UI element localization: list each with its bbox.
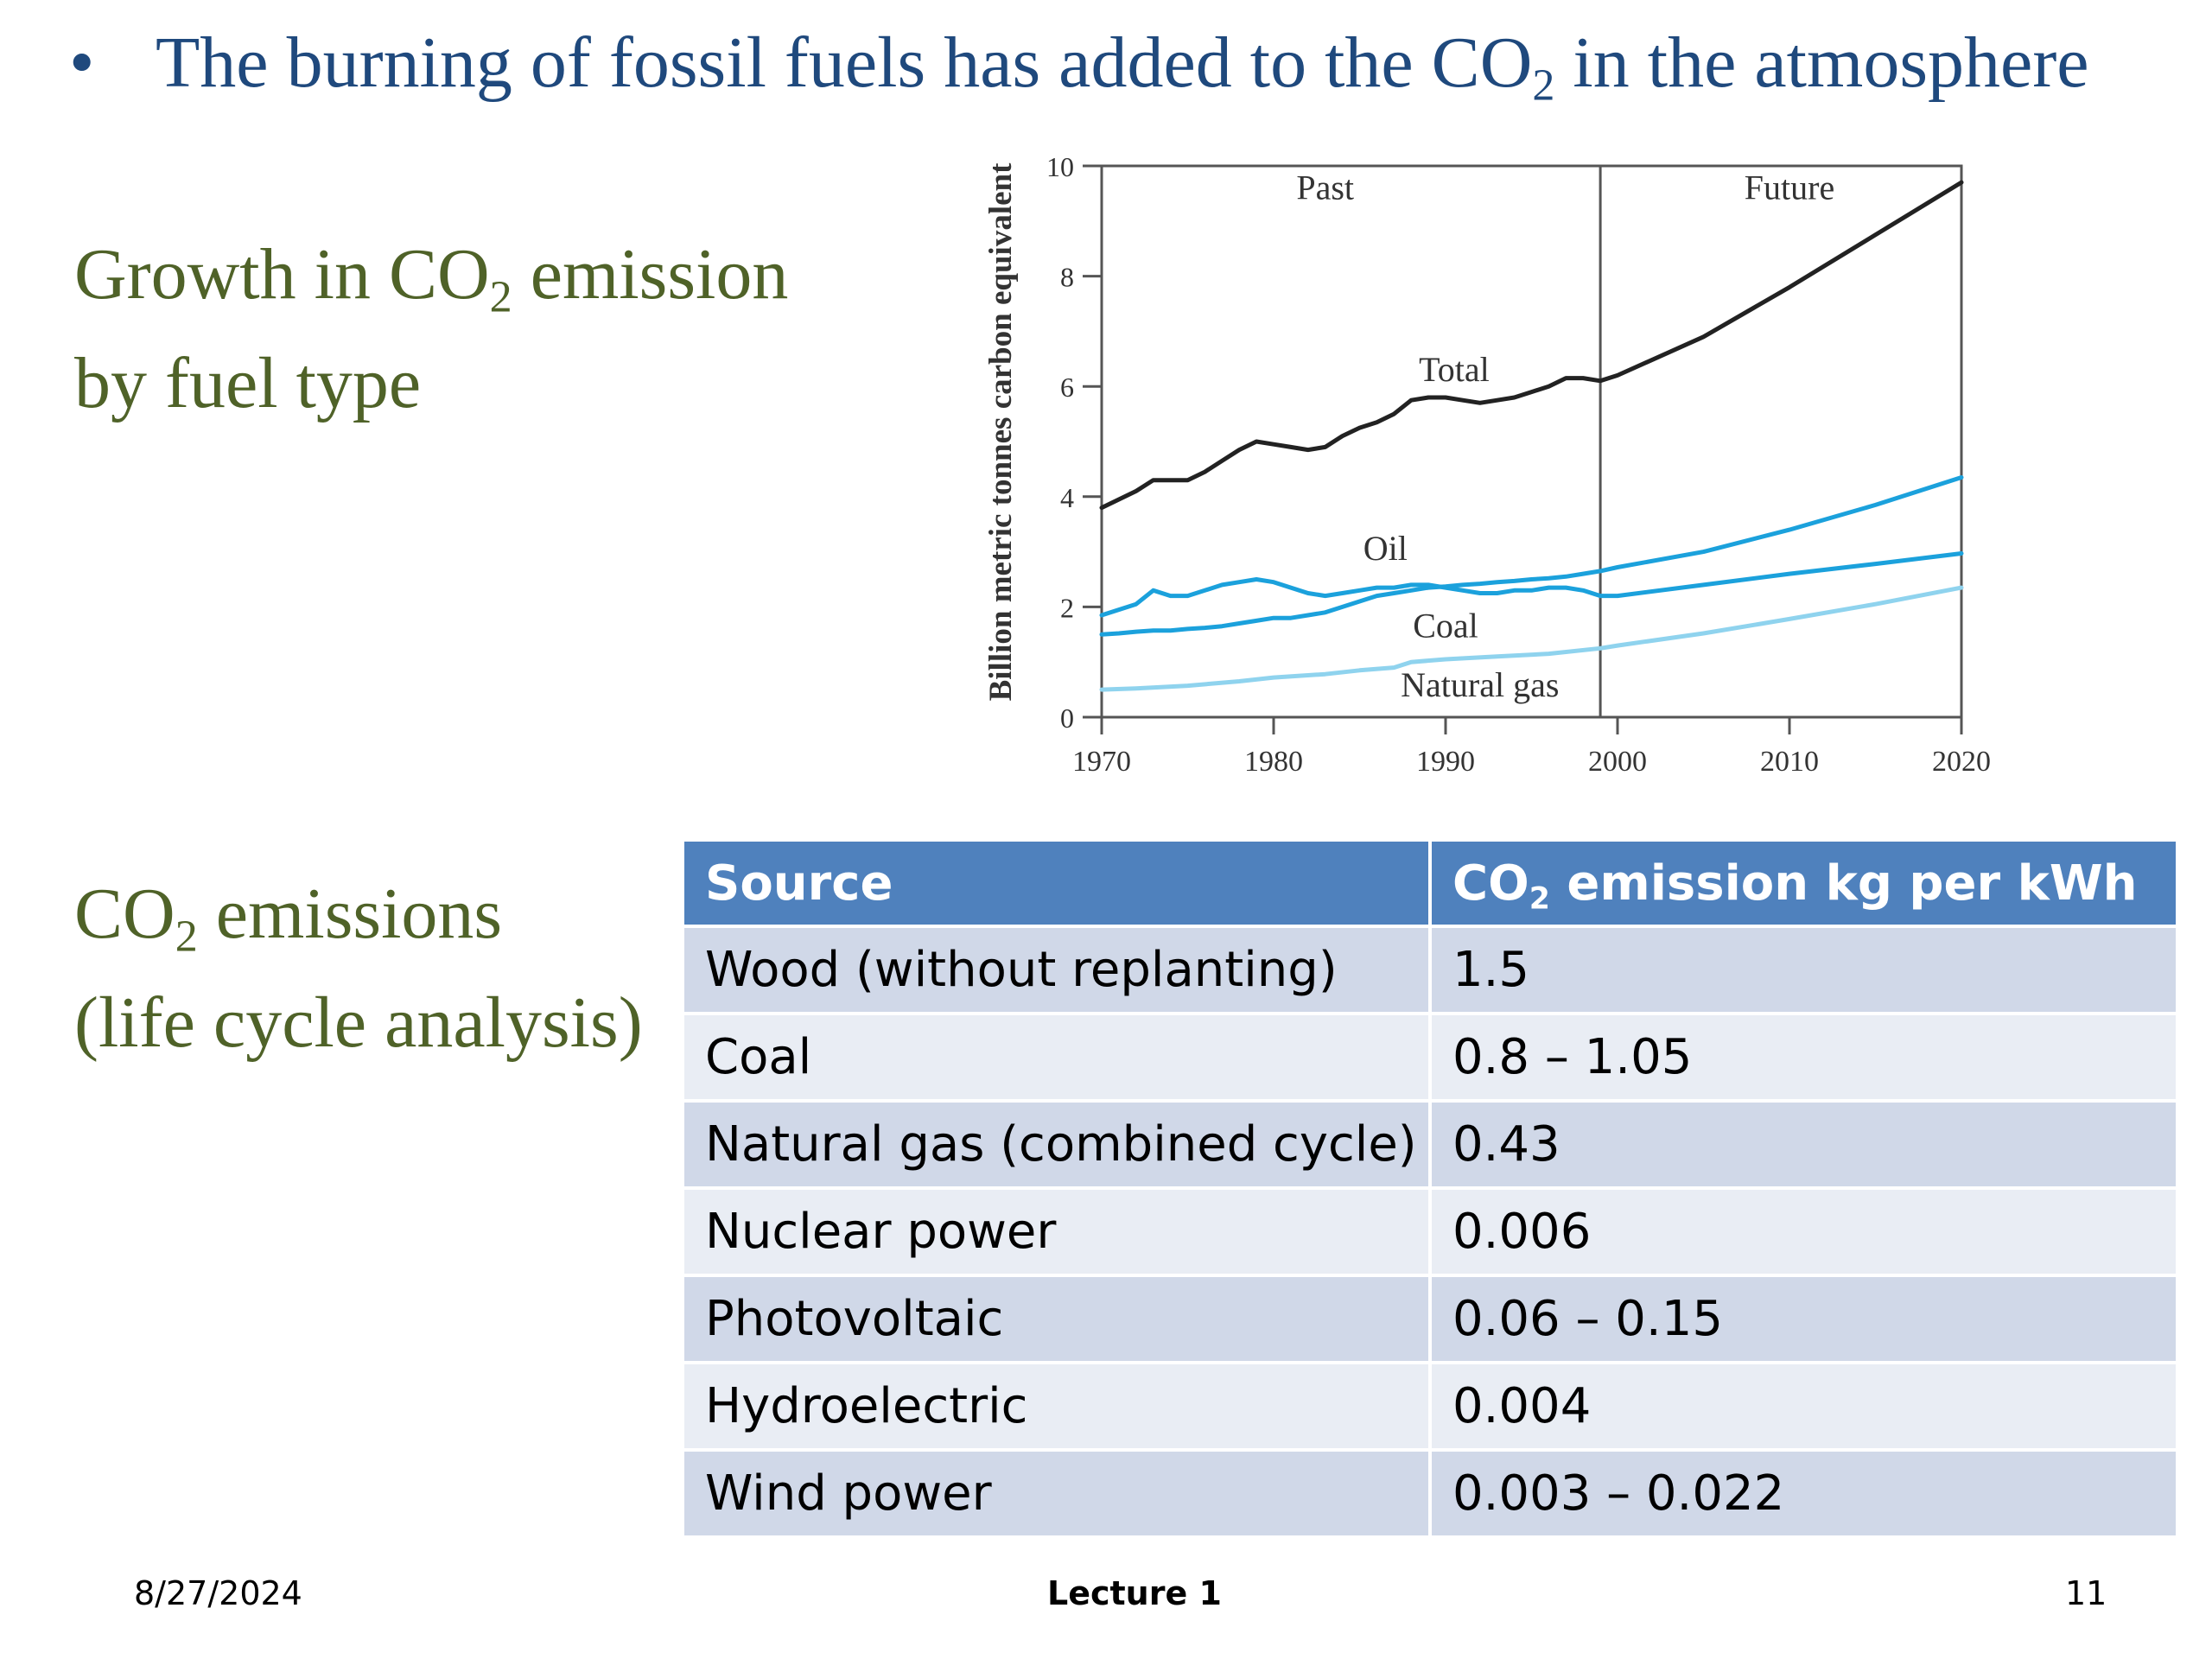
table-row: Nuclear power 0.006 xyxy=(681,1186,2179,1277)
value-cell: 0.006 xyxy=(1428,1186,2179,1277)
footer-title: Lecture 1 xyxy=(1047,1574,1222,1612)
y-tick-label: 4 xyxy=(1060,482,1074,513)
source-cell: Wind power xyxy=(681,1448,1432,1539)
y-tick-label: 6 xyxy=(1060,372,1074,403)
slide-title: • The burning of fossil fuels has added t… xyxy=(69,16,2177,111)
table-row: Coal 0.8 – 1.05 xyxy=(681,1012,2179,1103)
emission-column-header: CO2 emission kg per kWh xyxy=(1428,838,2179,928)
oil-series-line xyxy=(1099,551,1964,618)
x-tick-label: 2020 xyxy=(1932,746,1991,778)
value-cell: 0.43 xyxy=(1428,1099,2179,1190)
table-row: Wood (without replanting) 1.5 xyxy=(681,925,2179,1015)
x-tick-label: 1970 xyxy=(1072,746,1131,778)
plot-frame xyxy=(1100,164,1963,719)
emission-header-text-end: emission kg per kWh xyxy=(1549,855,2138,912)
value-cell: 0.8 – 1.05 xyxy=(1428,1012,2179,1103)
lca-heading-text: CO xyxy=(74,874,175,954)
growth-heading-text-end: emission xyxy=(512,234,789,315)
natural-gas-series-label: Natural gas xyxy=(1401,665,1559,704)
x-tick-label: 2000 xyxy=(1588,746,1647,778)
y-tick-label: 2 xyxy=(1060,592,1074,623)
total-series-label: Total xyxy=(1419,350,1490,389)
table-row: Natural gas (combined cycle) 0.43 xyxy=(681,1099,2179,1190)
lca-heading: CO2 emissions (life cycle analysis) xyxy=(74,860,643,1077)
source-cell: Natural gas (combined cycle) xyxy=(681,1099,1432,1190)
value-cell: 0.004 xyxy=(1428,1361,2179,1452)
value-cell: 0.003 – 0.022 xyxy=(1428,1448,2179,1539)
bullet-icon: • xyxy=(69,22,95,103)
source-cell: Hydroelectric xyxy=(681,1361,1432,1452)
x-tick-label: 1990 xyxy=(1416,746,1475,778)
tick-layer: 0 2 4 6 8 10 1970 1980 1990 2000 2010 2020 xyxy=(1046,151,1991,778)
coal-series-label: Coal xyxy=(1413,606,1478,645)
footer-date: 8/27/2024 xyxy=(134,1574,302,1612)
title-subscript: 2 xyxy=(1532,60,1555,111)
page-number: 11 xyxy=(2065,1574,2107,1612)
title-text: The burning of fossil fuels has added to… xyxy=(156,22,1533,103)
y-tick-label: 8 xyxy=(1060,262,1074,293)
lca-heading-line2: (life cycle analysis) xyxy=(74,982,643,1063)
future-region-label: Future xyxy=(1745,168,1834,207)
table-header-row: Source CO2 emission kg per kWh xyxy=(681,838,2179,928)
source-column-header: Source xyxy=(681,838,1432,928)
series-layer xyxy=(1099,180,1964,692)
value-cell: 0.06 – 0.15 xyxy=(1428,1274,2179,1364)
source-cell: Wood (without replanting) xyxy=(681,925,1432,1015)
growth-heading-line2: by fuel type xyxy=(74,343,422,423)
past-region-label: Past xyxy=(1296,168,1354,207)
emissions-table: Source CO2 emission kg per kWh Wood (wit… xyxy=(681,838,2179,1539)
table-row: Wind power 0.003 – 0.022 xyxy=(681,1448,2179,1539)
source-cell: Photovoltaic xyxy=(681,1274,1432,1364)
lca-heading-text-end: emissions xyxy=(197,874,503,954)
y-tick-label: 10 xyxy=(1046,151,1074,182)
natural-gas-series-line xyxy=(1099,585,1964,692)
lca-heading-subscript: 2 xyxy=(175,912,198,962)
y-axis-label: Billion metric tonnes carbon equivalent xyxy=(983,162,1019,702)
x-tick-label: 1980 xyxy=(1244,746,1303,778)
growth-heading-text: Growth in CO xyxy=(74,234,490,315)
y-tick-label: 0 xyxy=(1060,702,1074,734)
emissions-line-chart: 0 2 4 6 8 10 1970 1980 1990 2000 2010 2020 Billion … xyxy=(983,151,1991,778)
emission-header-subscript: 2 xyxy=(1529,880,1550,916)
total-series-line xyxy=(1099,180,1964,511)
coal-series-line xyxy=(1099,475,1964,637)
plot-border xyxy=(1100,164,1963,719)
title-text-end: in the atmosphere xyxy=(1554,22,2089,103)
growth-heading-subscript: 2 xyxy=(489,272,512,322)
source-cell: Coal xyxy=(681,1012,1432,1103)
oil-series-label: Oil xyxy=(1363,529,1408,568)
value-cell: 1.5 xyxy=(1428,925,2179,1015)
table-row: Photovoltaic 0.06 – 0.15 xyxy=(681,1274,2179,1364)
x-tick-label: 2010 xyxy=(1760,746,1819,778)
emission-header-text: CO xyxy=(1452,855,1529,912)
source-cell: Nuclear power xyxy=(681,1186,1432,1277)
growth-heading: Growth in CO2 emission by fuel type xyxy=(74,220,788,438)
table-row: Hydroelectric 0.004 xyxy=(681,1361,2179,1452)
